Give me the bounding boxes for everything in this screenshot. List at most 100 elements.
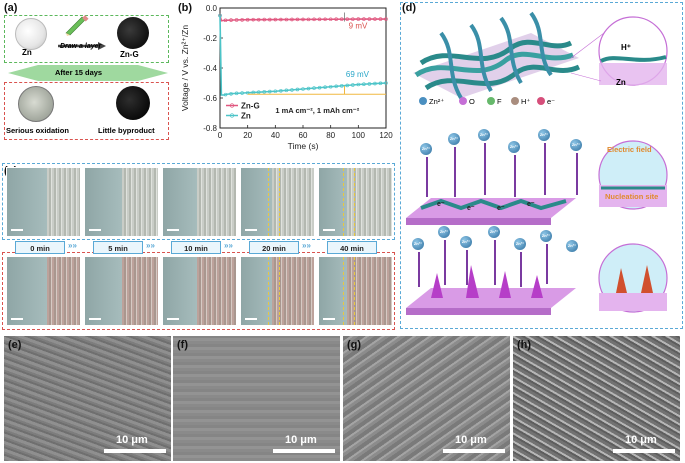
sem-panel-label: (e): [8, 339, 22, 351]
zn-ion: Zn²⁺: [538, 129, 550, 141]
micrograph-zng: [84, 167, 159, 237]
annot-9mv: 9 mV: [349, 21, 368, 30]
series-point: [229, 18, 233, 22]
series-point: [290, 88, 294, 92]
series-point: [251, 17, 255, 22]
ion-path-arrow: [444, 240, 446, 285]
scale-label: 10 μm: [455, 434, 487, 446]
series-point: [279, 17, 283, 22]
panel-d-box: [400, 2, 683, 329]
series-point: [373, 17, 377, 21]
series-point: [345, 17, 350, 21]
zn-disk: [15, 18, 47, 50]
micrograph-zn: [240, 256, 315, 326]
series-point: [234, 91, 239, 96]
series-point: [284, 88, 289, 93]
graphene-layer: [420, 198, 567, 211]
micrograph-zng: [240, 167, 315, 237]
zn-ion: Zn²⁺: [412, 238, 424, 250]
condition-label: 1 mA cm⁻², 1 mAh cm⁻²: [275, 106, 359, 115]
series-point: [378, 81, 383, 86]
ion-path-arrow: [520, 252, 522, 287]
panel-a-bottom-box: [4, 82, 169, 140]
series-point: [306, 86, 311, 91]
electric-field-label: Electric field: [607, 145, 652, 154]
series-point: [384, 17, 388, 21]
byproduct-label: Little byproduct: [98, 126, 155, 135]
series-point: [295, 17, 300, 22]
zn-ion: Zn²⁺: [570, 139, 582, 151]
series-point: [234, 18, 239, 22]
series-point: [240, 91, 244, 95]
series-point: [262, 17, 267, 22]
x-axis-label: Time (s): [288, 141, 319, 151]
series-point: [323, 17, 327, 22]
ion-path-arrow: [546, 244, 548, 284]
micrograph-zng: [6, 167, 81, 237]
series-point: [362, 17, 366, 21]
series-point: [284, 17, 289, 22]
x-tick-label: 100: [352, 131, 366, 140]
legend: [419, 97, 545, 105]
days-band: [8, 65, 168, 81]
zn-label: Zn: [22, 48, 32, 57]
oxidized-zn-disk: [18, 86, 54, 122]
x-tick-label: 60: [299, 131, 308, 140]
y-tick-label: -0.8: [203, 124, 217, 133]
series-point: [223, 18, 228, 23]
y-tick-label: -0.4: [203, 64, 217, 73]
series-point: [245, 90, 250, 95]
legend-zn: Zn²⁺: [429, 97, 445, 106]
micrograph-zng: [318, 167, 393, 237]
ion-path-arrow: [576, 153, 578, 195]
ion-path-arrow: [494, 240, 496, 285]
micrograph-zng: [162, 167, 237, 237]
scale-label: 10 μm: [116, 434, 148, 446]
series-point: [273, 17, 278, 22]
zn-ion: Zn²⁺: [488, 226, 500, 238]
timeline-arrow-icon: »»: [224, 241, 233, 250]
series-point: [268, 89, 272, 94]
nucleation-label: Nucleation site: [605, 192, 659, 201]
zn-ion: Zn²⁺: [566, 240, 578, 252]
scale-label: 10 μm: [625, 434, 657, 446]
x-tick-label: 0: [218, 131, 223, 140]
zn-ion: Zn²⁺: [420, 143, 432, 155]
draw-arrow: [58, 37, 106, 50]
sem-image-e: (e) 10 μm: [4, 336, 171, 461]
series-point: [245, 17, 250, 22]
series-point: [367, 82, 372, 86]
series-point: [290, 17, 294, 22]
zn-ion: Zn²⁺: [448, 133, 460, 145]
series-point: [351, 83, 355, 87]
timeline-step: 0 min: [15, 241, 65, 254]
series-point: [345, 83, 350, 88]
series-point: [362, 82, 366, 86]
series-point: [240, 18, 244, 22]
series-line-zn: [219, 15, 387, 96]
graphene-mesh: [413, 11, 581, 100]
micrograph-zn: [318, 256, 393, 326]
panel-c-top-box: [2, 163, 395, 240]
x-tick-label: 20: [243, 131, 252, 140]
electron-label: e⁻: [527, 201, 535, 208]
zn-ion: Zn²⁺: [514, 238, 526, 250]
series-point: [356, 82, 361, 87]
ion-path-arrow: [418, 252, 420, 287]
series-point: [384, 81, 388, 85]
series-point: [356, 17, 361, 21]
scale-bar: [104, 449, 166, 453]
legend-marker: [229, 103, 235, 108]
series-point: [373, 81, 377, 86]
draw-layer-label: Draw a layer: [60, 43, 102, 50]
legend-label: Zn: [241, 112, 251, 121]
panel-b-label: (b): [178, 2, 193, 14]
electron-label: e⁻: [437, 201, 445, 208]
y-tick-label: -0.6: [203, 94, 217, 103]
series-point: [268, 17, 272, 22]
series-point: [256, 90, 261, 94]
zoom-zn-label: Zn: [616, 78, 626, 87]
series-point: [218, 13, 222, 18]
timeline-arrow-icon: »»: [146, 241, 155, 250]
timeline-arrow-icon: »»: [302, 241, 311, 250]
